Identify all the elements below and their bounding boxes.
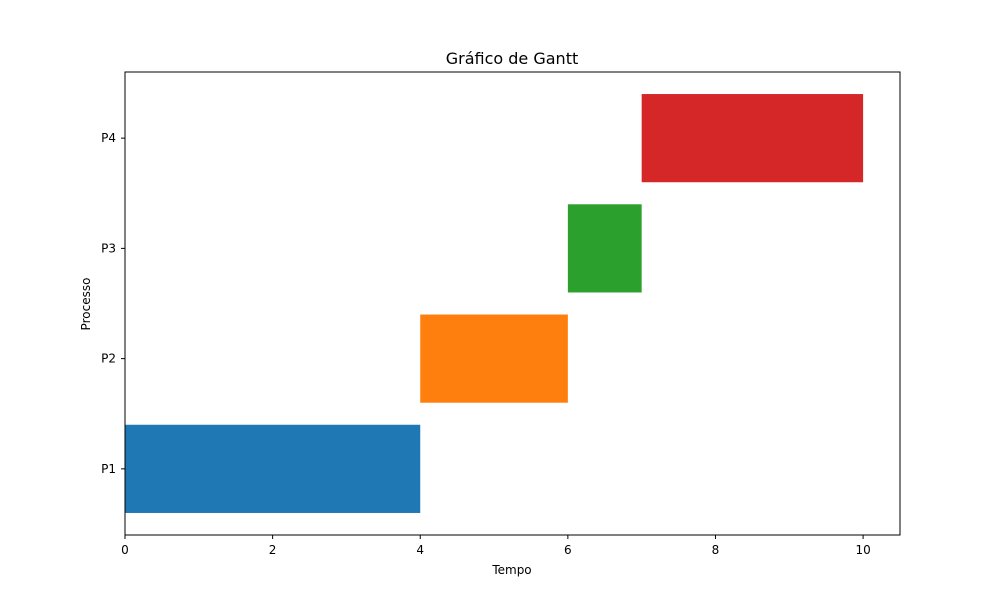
x-tick-label: 4 [416,543,424,557]
y-tick-label-p4: P4 [101,131,116,145]
y-axis-ticks: P1 P2 P3 P4 [101,131,125,476]
bar-p3 [567,204,642,293]
bars-layer [125,94,864,513]
chart-title: Gráfico de Gantt [446,49,579,68]
x-tick-label: 6 [564,543,572,557]
x-axis-ticks: 0 2 4 6 8 10 [121,535,871,557]
bar-p1 [125,424,421,513]
bar-p2 [420,314,568,403]
bar-p4 [641,94,864,183]
y-axis-label: Processo [79,278,93,331]
plot-frame [124,71,901,536]
y-tick-label-p3: P3 [101,241,116,255]
x-axis-label: Tempo [491,563,531,577]
x-tick-label: 8 [712,543,720,557]
x-tick-label: 10 [855,543,870,557]
x-tick-label: 0 [121,543,129,557]
y-tick-label-p2: P2 [101,352,116,366]
x-tick-label: 2 [269,543,277,557]
y-tick-label-p1: P1 [101,462,116,476]
